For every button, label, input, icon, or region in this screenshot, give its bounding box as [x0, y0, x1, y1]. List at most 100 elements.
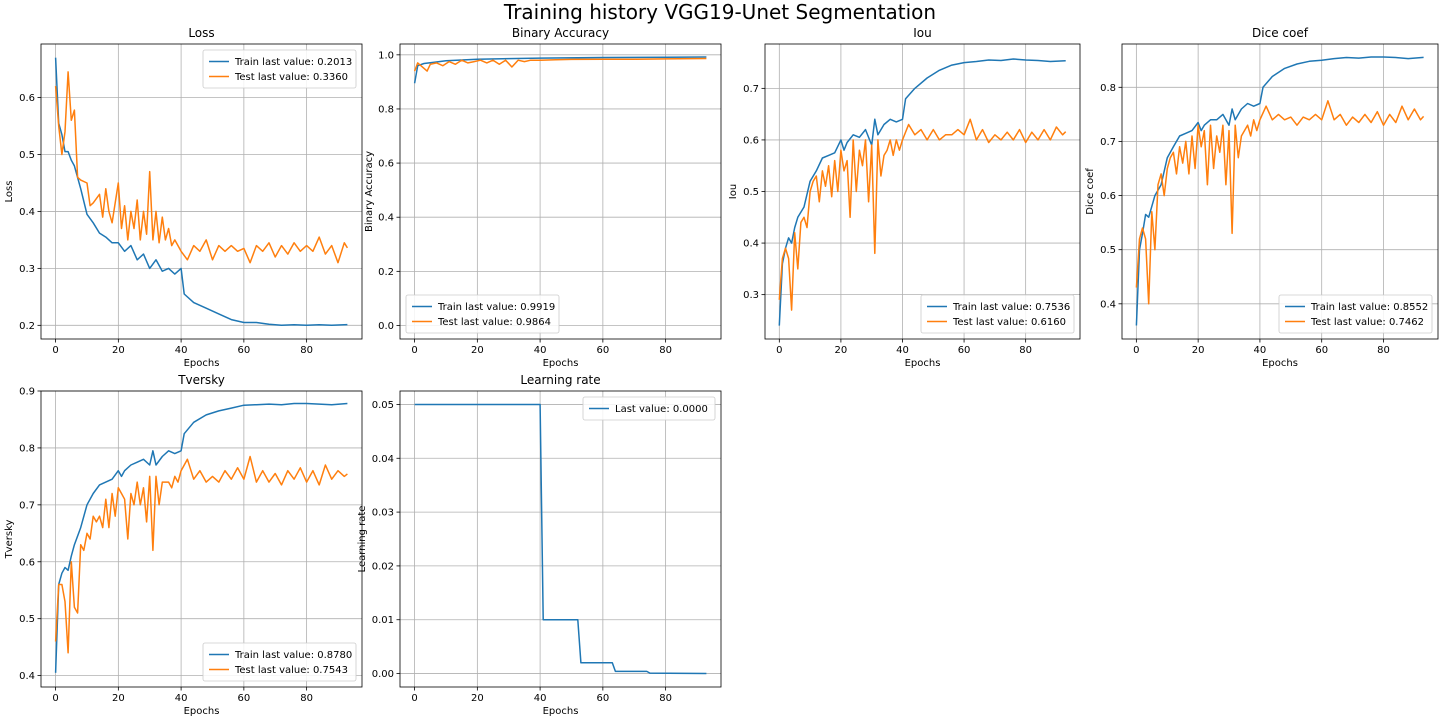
x-tick-label: 60 — [237, 693, 250, 704]
y-tick-label: 0.4 — [19, 207, 35, 218]
legend-label: Test last value: 0.7462 — [1310, 317, 1424, 328]
y-axis-label: Iou — [728, 184, 739, 199]
x-tick-label: 60 — [596, 345, 609, 356]
x-tick-label: 40 — [534, 345, 547, 356]
x-axis-label: Epochs — [543, 358, 579, 369]
legend-box — [202, 49, 357, 89]
legend-label: Train last value: 0.8780 — [234, 650, 352, 661]
y-tick-label: 0.9 — [19, 387, 35, 398]
chart-panel-1: 0 20 40 60 80 0.2 0.3 0.4 0.5 0.6 Loss Epochs Loss Tr… — [4, 26, 363, 369]
legend-label: Test last value: 0.6160 — [952, 317, 1066, 328]
y-tick-label: 1.0 — [378, 50, 394, 61]
y-tick-label: 0.7 — [19, 500, 35, 511]
chart-panel-3: 0 20 40 60 80 0.3 0.4 0.5 0.6 0.7 Iou Epochs Iou Trai… — [728, 26, 1081, 369]
x-tick-label: 0 — [52, 345, 58, 356]
chart-title: Iou — [913, 26, 932, 40]
x-tick-label: 80 — [659, 345, 672, 356]
x-tick-label: 80 — [300, 693, 313, 704]
y-tick-label: 0.01 — [372, 615, 394, 626]
series-line-train — [413, 56, 707, 84]
y-tick-label: 0.5 — [19, 614, 35, 625]
legend-label: Test last value: 0.3360 — [234, 72, 348, 83]
legend: Last value: 0.0000 — [582, 396, 716, 421]
axes-frame — [40, 43, 363, 340]
x-tick-label: 80 — [300, 345, 313, 356]
y-tick-label: 0.00 — [372, 669, 394, 680]
x-tick-label: 60 — [958, 345, 971, 356]
chart-panel-6: 0 20 40 60 80 0.00 0.01 0.02 0.03 0.04 0.05 Learnin… — [357, 373, 722, 717]
y-tick-label: 0.6 — [19, 557, 35, 568]
y-tick-label: 0.3 — [19, 264, 35, 275]
x-tick-label: 0 — [411, 345, 417, 356]
series-line-train — [778, 58, 1066, 326]
y-axis-label: Tversky — [4, 519, 15, 559]
y-tick-label: 0.05 — [372, 400, 394, 411]
legend-label: Train last value: 0.2013 — [234, 57, 352, 68]
x-tick-label: 20 — [112, 345, 125, 356]
y-tick-label: 0.4 — [378, 213, 394, 224]
legend: Train last value: 0.8552 Test last value:… — [1278, 294, 1433, 334]
series-line-train — [414, 403, 707, 675]
legend: Train last value: 0.2013 Test last value:… — [202, 49, 357, 89]
y-tick-label: 0.4 — [1100, 299, 1116, 310]
x-tick-label: 0 — [776, 345, 782, 356]
y-tick-label: 0.6 — [378, 159, 394, 170]
y-tick-label: 0.8 — [1100, 83, 1116, 94]
x-tick-label: 40 — [175, 345, 188, 356]
series-line-test — [413, 57, 707, 72]
x-axis-label: Epochs — [905, 358, 941, 369]
chart-title: Learning rate — [520, 373, 600, 387]
legend: Train last value: 0.7536 Test last value:… — [920, 294, 1075, 334]
x-tick-label: 20 — [112, 693, 125, 704]
y-tick-label: 0.5 — [743, 187, 759, 198]
x-tick-label: 40 — [1254, 345, 1267, 356]
x-tick-label: 80 — [1019, 345, 1032, 356]
y-tick-label: 0.6 — [19, 93, 35, 104]
y-tick-label: 0.7 — [1100, 137, 1116, 148]
x-tick-label: 40 — [534, 693, 547, 704]
x-axis-label: Epochs — [184, 706, 220, 717]
y-axis-label: Loss — [4, 181, 15, 203]
y-tick-label: 0.7 — [743, 84, 759, 95]
series-line-train — [54, 57, 348, 327]
y-tick-label: 0.2 — [378, 267, 394, 278]
x-axis-label: Epochs — [184, 358, 220, 369]
y-tick-label: 0.6 — [743, 135, 759, 146]
series-line-train — [1135, 56, 1424, 326]
chart-title: Loss — [188, 26, 214, 40]
legend-label: Test last value: 0.7543 — [234, 665, 348, 676]
legend-box — [202, 642, 357, 682]
y-tick-label: 0.5 — [1100, 245, 1116, 256]
legend-label: Train last value: 0.8552 — [1310, 302, 1428, 313]
x-tick-label: 20 — [471, 693, 484, 704]
y-tick-label: 0.8 — [19, 443, 35, 454]
legend: Train last value: 0.8780 Test last value:… — [202, 642, 357, 682]
chart-panel-4: 0 20 40 60 80 0.4 0.5 0.6 0.7 0.8 Dice coef Epochs D… — [1085, 26, 1439, 369]
chart-panel-5: 0 20 40 60 80 0.4 0.5 0.6 0.7 0.8 0.9 Tversky Epochs… — [4, 373, 363, 717]
y-tick-label: 0.04 — [372, 454, 394, 465]
x-tick-label: 0 — [52, 693, 58, 704]
x-tick-label: 80 — [659, 693, 672, 704]
y-axis-label: Learning rate — [357, 506, 368, 573]
legend-box — [1278, 294, 1433, 334]
x-tick-label: 0 — [1133, 345, 1139, 356]
y-axis-label: Binary Accuracy — [364, 151, 375, 232]
y-tick-label: 0.4 — [743, 239, 759, 250]
x-tick-label: 60 — [596, 693, 609, 704]
y-tick-label: 0.6 — [1100, 191, 1116, 202]
x-tick-label: 60 — [237, 345, 250, 356]
series-line-test — [54, 71, 349, 264]
axes-frame — [1121, 43, 1439, 340]
x-axis-label: Epochs — [543, 706, 579, 717]
axes-frame — [40, 390, 363, 688]
x-tick-label: 40 — [175, 693, 188, 704]
legend-box — [582, 396, 716, 421]
chart-title: Binary Accuracy — [512, 26, 609, 40]
x-axis-label: Epochs — [1262, 358, 1298, 369]
x-tick-label: 80 — [1377, 345, 1390, 356]
figure-title: Training history VGG19-Unet Segmentation — [503, 0, 937, 24]
series-line-test — [778, 118, 1067, 311]
legend: Train last value: 0.9919 Test last value:… — [405, 294, 560, 334]
chart-panel-2: 0 20 40 60 80 0.0 0.2 0.4 0.6 0.8 1.0 Binary Accura… — [364, 26, 722, 369]
